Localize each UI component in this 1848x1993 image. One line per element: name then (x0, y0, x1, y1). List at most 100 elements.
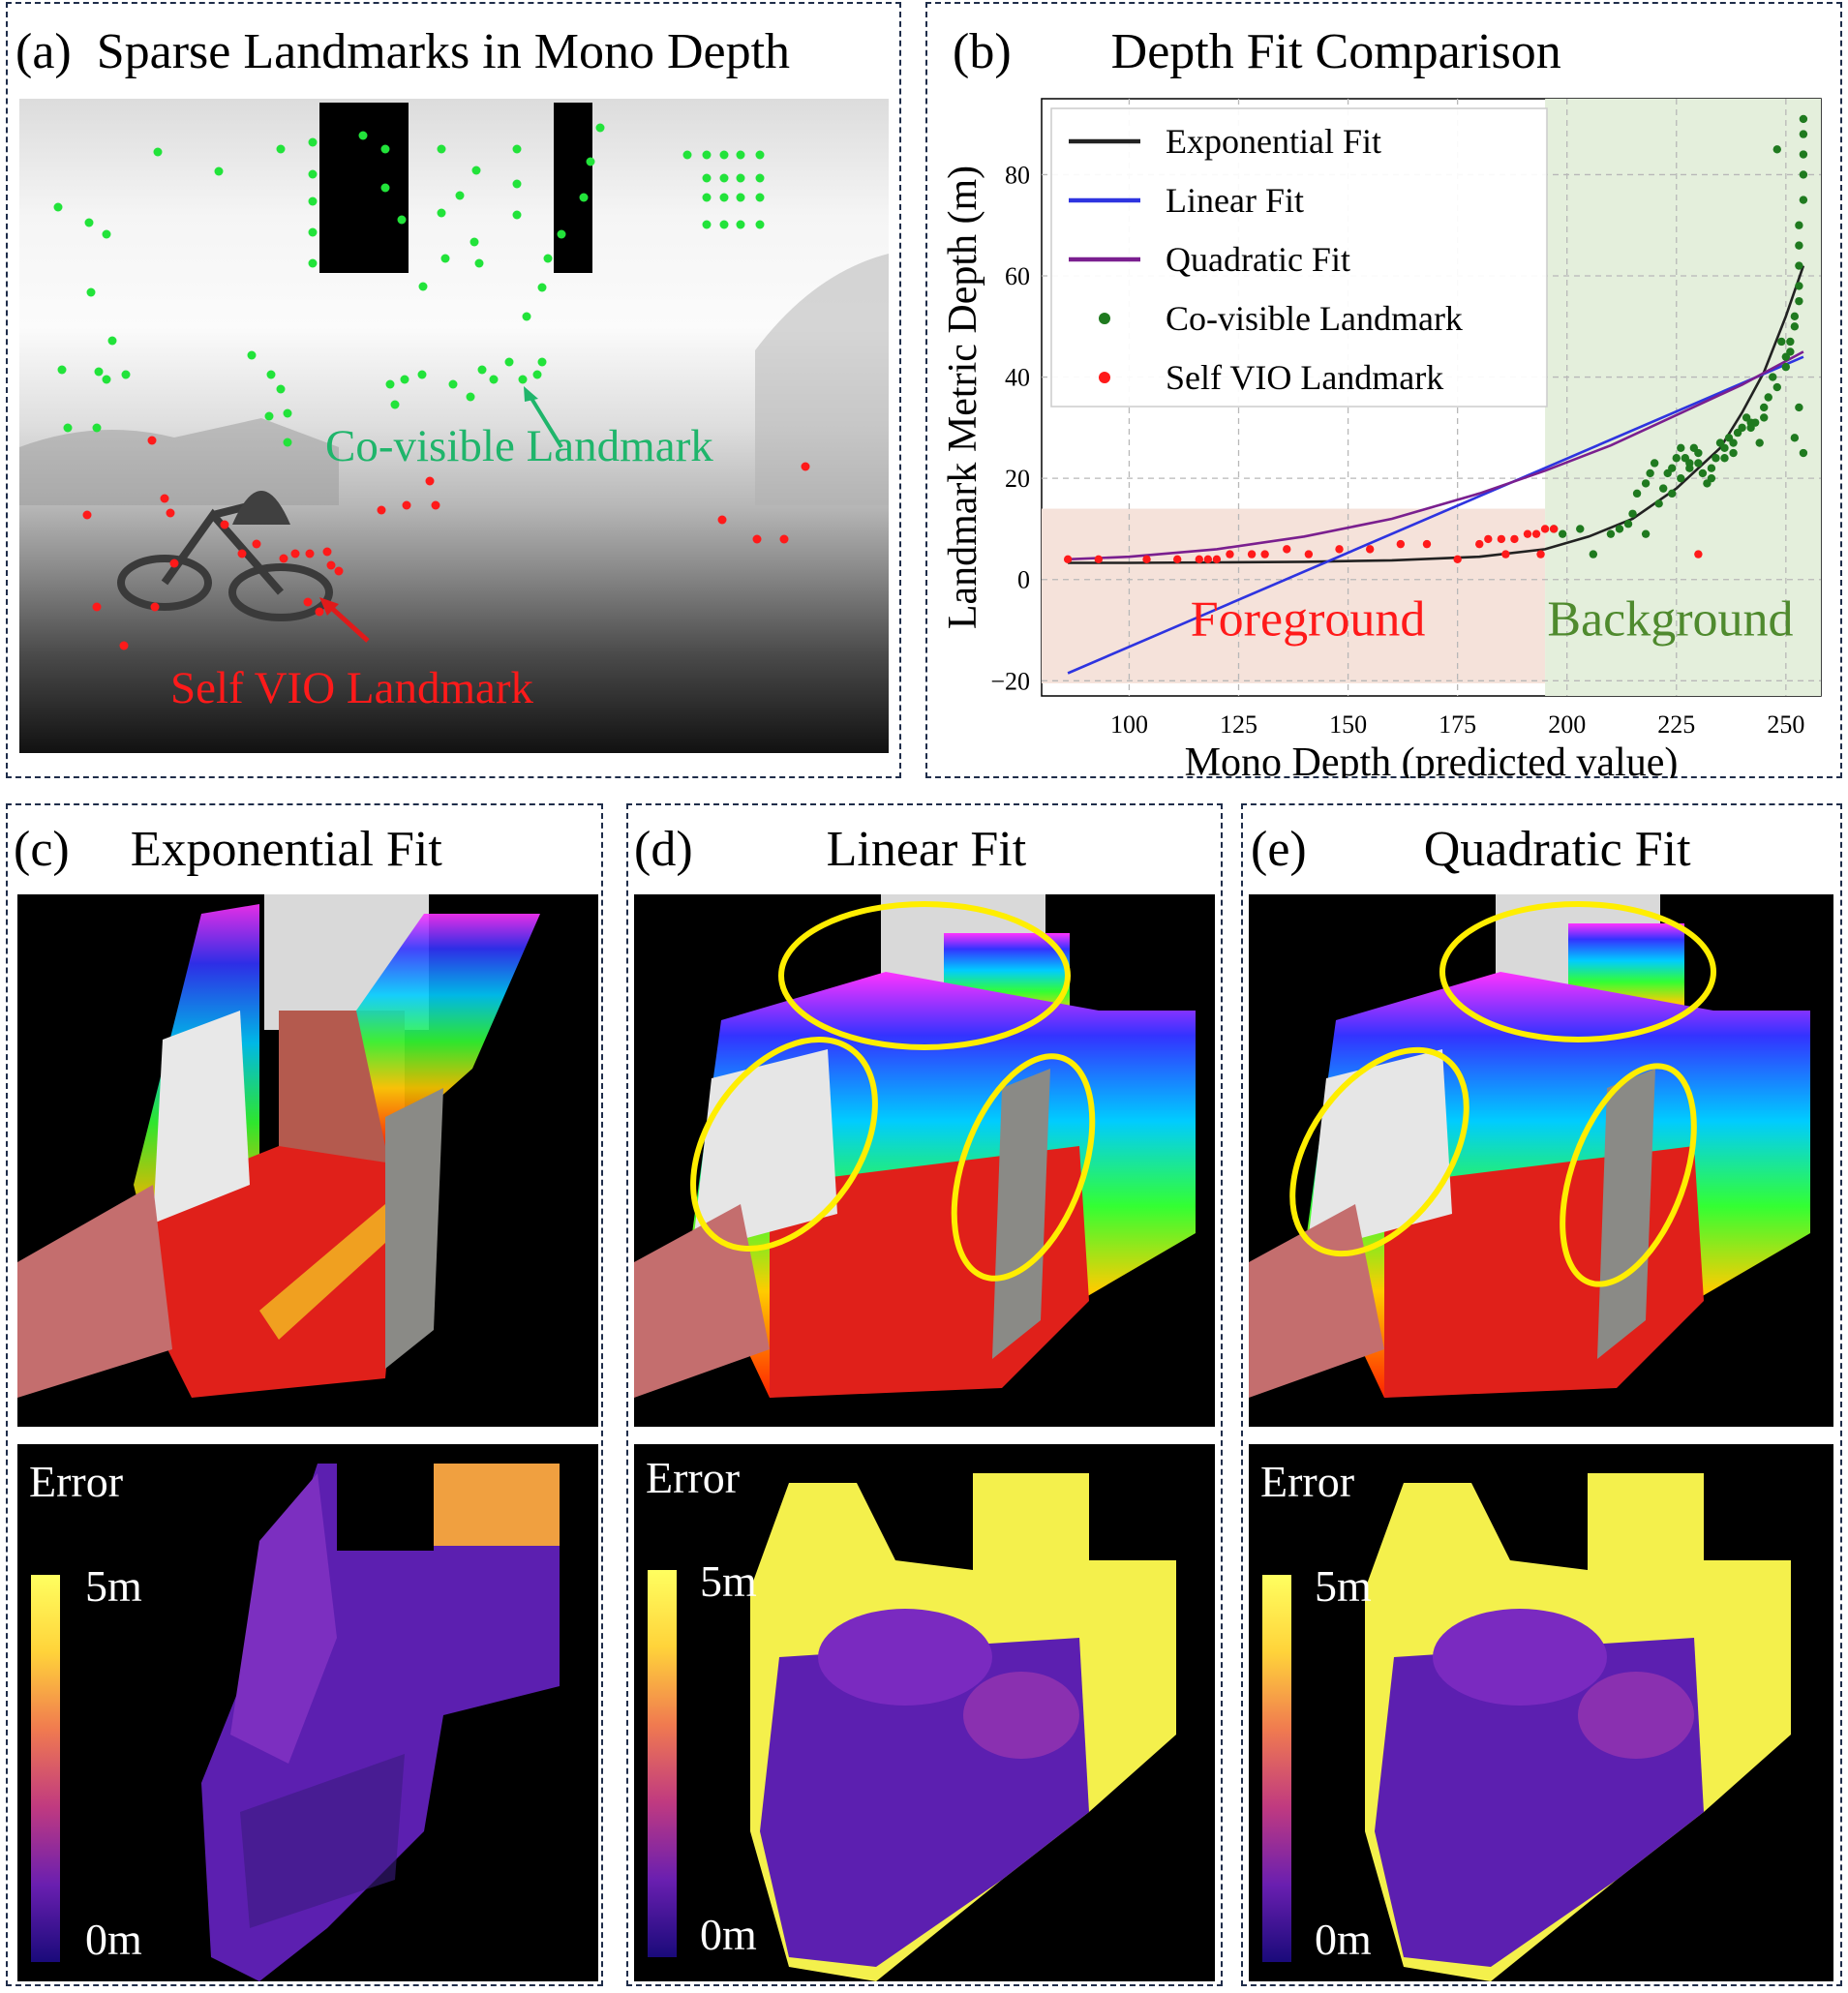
co-visible-landmark-point (1799, 196, 1808, 204)
panel-c-title: (c) Exponential Fit (14, 825, 442, 875)
covisible-landmark-point (308, 227, 318, 237)
covisible-landmark-point (390, 400, 400, 409)
covisible-landmark-point (153, 147, 163, 157)
co-visible-landmark-point (1781, 362, 1791, 372)
co-visible-landmark-point (1795, 403, 1803, 412)
covisible-landmark-point (595, 123, 605, 133)
self-vio-landmark-point (1063, 555, 1073, 564)
co-visible-landmark-point (1641, 479, 1651, 488)
covisible-landmark-point (247, 350, 257, 360)
highlight-ellipse (1439, 901, 1716, 1042)
highlight-ellipse (690, 1036, 878, 1253)
covisible-landmark-point (512, 210, 522, 220)
covisible-landmark-point (308, 169, 318, 179)
co-visible-landmark-point (1786, 337, 1795, 347)
depth-fit-chart: 100 125 150 175 200 225 250 −20 0 20 40 60 80 Foreg… (941, 98, 1822, 778)
y-axis-label: Landmark Metric Depth (m) (941, 166, 985, 629)
error-colorbar (1262, 1575, 1291, 1962)
self-vio-landmark-point (1694, 550, 1703, 559)
linear-fit-line (1067, 355, 1804, 675)
legend-point-swatch (1099, 313, 1110, 324)
self-vio-landmark-point (377, 505, 386, 515)
covisible-landmark-point (755, 193, 765, 202)
highlight-ellipse (1289, 1046, 1469, 1257)
chart-legend: Exponential Fit Linear Fit Quadratic Fit Co… (1050, 107, 1548, 408)
co-visible-landmark-point (1760, 403, 1769, 412)
covisible-landmark-point (102, 229, 111, 239)
covisible-landmark-point (308, 258, 318, 268)
covisible-landmark-point (477, 365, 487, 375)
panel-a-label: (a) (15, 24, 72, 79)
self-vio-landmark-point (801, 462, 810, 471)
self-vio-landmark-point (1226, 550, 1234, 559)
x-tick-label: 125 (1220, 710, 1257, 739)
self-vio-landmark-point (305, 549, 315, 559)
exponential-error-label: Error (29, 1457, 124, 1506)
quadratic-pointcloud-art (1249, 894, 1810, 1398)
background-region (1545, 99, 1821, 696)
y-tick-label: 60 (1005, 262, 1030, 290)
covisible-landmark-point (719, 220, 729, 229)
co-visible-landmark-point (1786, 347, 1795, 356)
landmark-points (1063, 114, 1808, 564)
co-visible-landmark-point (1760, 413, 1769, 422)
self-vio-landmark-point (160, 494, 169, 503)
covisible-landmark-point (448, 379, 458, 389)
co-visible-landmark-point (1795, 296, 1803, 306)
covisible-landmark-point (63, 423, 73, 433)
covisible-landmark-point (380, 183, 390, 193)
covisible-landmark-point (107, 336, 117, 346)
covisible-landmark-point (92, 423, 102, 433)
panel-c-label: (c) (14, 822, 70, 877)
x-tick-label: 225 (1657, 710, 1695, 739)
self-vio-landmark-point (147, 436, 157, 445)
self-vio-landmark-point (1475, 539, 1484, 549)
co-visible-landmark-point (1738, 423, 1746, 433)
covisible-landmark-point (418, 282, 428, 291)
covisible-landmark-point (537, 357, 547, 367)
co-visible-landmark-point (1799, 114, 1808, 124)
covisible-landmark-point (755, 173, 765, 183)
self-vio-landmark-point (717, 515, 727, 525)
covisible-landmark-point (276, 144, 286, 154)
x-tick-label: 150 (1329, 710, 1367, 739)
co-visible-landmark-point (1628, 509, 1637, 518)
co-visible-landmark-point (1558, 529, 1567, 538)
co-visible-landmark-point (1764, 393, 1772, 402)
covisible-landmark-point (214, 166, 224, 176)
self-vio-landmark-point (431, 500, 440, 510)
covisible-landmark-point (682, 150, 692, 160)
covisible-landmark-point (522, 312, 531, 321)
co-visible-landmark-point (1795, 221, 1803, 229)
co-visible-landmark-point (1772, 382, 1781, 392)
legend-entry: Exponential Fit (1166, 122, 1381, 161)
covisible-landmark-point (719, 150, 729, 160)
self-vio-landmark-point (1484, 534, 1493, 544)
panel-e-title: (e) Quadratic Fit (1251, 825, 1691, 875)
y-tick-label: 20 (1005, 465, 1030, 493)
panel-b-title: (b) Depth Fit Comparison (953, 27, 1561, 77)
covisible-landmark-point (489, 375, 499, 384)
co-visible-landmark-point (1677, 443, 1685, 452)
panel-d: (d) Linear Fit Error 5m 0m (626, 803, 1223, 1986)
self-vio-landmark-point (1195, 555, 1204, 564)
self-vio-landmark-point (1365, 545, 1375, 554)
panel-d-title: (d) Linear Fit (634, 825, 1026, 875)
quadratic-pointcloud (1249, 894, 1833, 1427)
covisible-landmark-point (283, 408, 292, 418)
self-vio-landmark-point (1283, 545, 1291, 554)
y-tick-label: 0 (1017, 566, 1030, 594)
co-visible-landmark-point (1729, 448, 1738, 458)
panel-e-label: (e) (1251, 822, 1307, 877)
co-visible-landmark-point (1654, 499, 1663, 508)
co-visible-landmark-point (1707, 473, 1716, 483)
self-vio-landmark-points (82, 436, 810, 650)
highlight-ellipse (778, 901, 1071, 1050)
covisible-landmark-point (437, 144, 446, 154)
self-vio-landmark-point (166, 508, 175, 518)
covisible-landmark-point (266, 370, 276, 379)
covisible-landmark-point (736, 150, 745, 160)
covisible-landmark-point (755, 220, 765, 229)
covisible-landmark-point (736, 173, 745, 183)
self-vio-landmark-point (1536, 550, 1545, 559)
